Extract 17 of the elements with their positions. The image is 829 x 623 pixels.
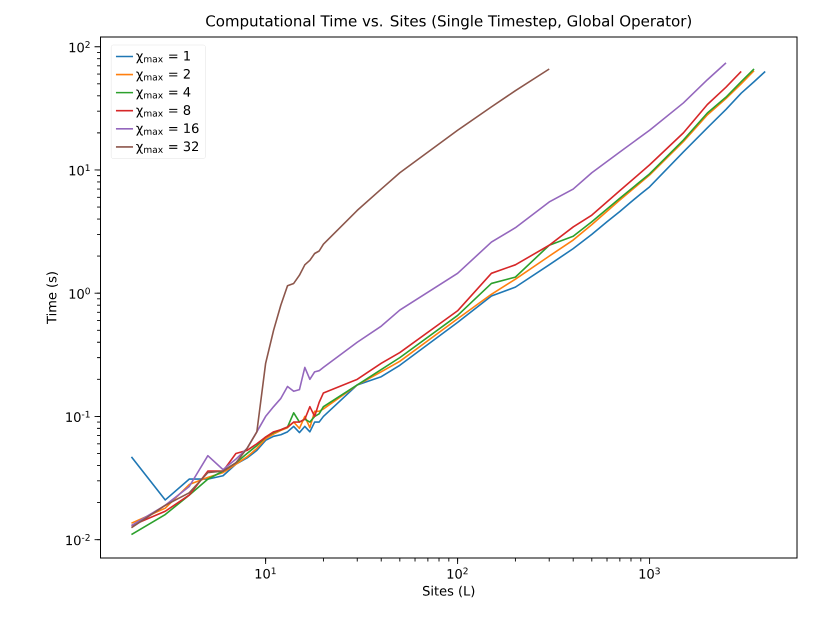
y-tick-label: 10$^{0}$: [70, 288, 90, 299]
legend-label: χ$_{max}$ = 2: [136, 68, 190, 82]
legend-label: χ$_{max}$ = 1: [136, 51, 190, 64]
y-tick-label: 10$^{-1}$: [66, 410, 90, 422]
y-tick-label: 10$^{-2}$: [66, 534, 90, 546]
y-tick-label: 10$^{2}$: [70, 41, 90, 52]
x-axis-title: Sites (L): [422, 586, 474, 598]
y-axis-title: Time (s): [46, 272, 58, 324]
y-tick-label: 10$^{1}$: [70, 164, 90, 176]
legend-label: χ$_{max}$ = 4: [136, 87, 190, 100]
legend-label: χ$_{max}$ = 32: [136, 141, 198, 154]
legend-label: χ$_{max}$ = 16: [136, 123, 199, 136]
x-tick-label: 10$^{2}$: [448, 568, 468, 579]
legend-label: χ$_{max}$ = 8: [136, 105, 190, 118]
x-tick-label: 10$^{3}$: [640, 568, 660, 579]
x-tick-label: 10$^{1}$: [256, 567, 276, 579]
chart-title: Computational Time vs. Sites (Single Timestep, Global Operator): [206, 14, 691, 30]
